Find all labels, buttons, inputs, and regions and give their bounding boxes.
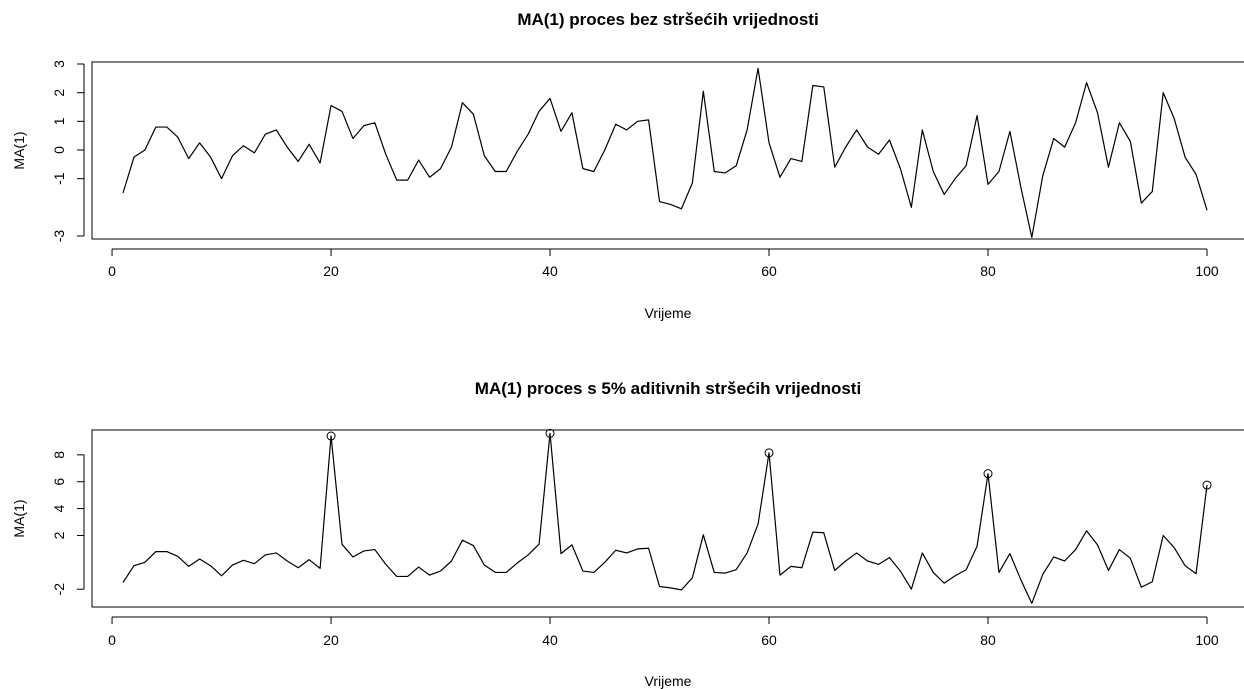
y-tick-label: -2 — [51, 583, 67, 596]
outlier-point — [545, 428, 555, 438]
y-tick-label: 0 — [51, 146, 67, 154]
series-line — [122, 432, 1208, 604]
x-tick-label: 40 — [542, 632, 558, 648]
y-axis-label: MA(1) — [11, 131, 27, 169]
x-tick-label: 40 — [542, 263, 558, 279]
x-tick-label: 80 — [980, 263, 996, 279]
y-tick-label: 6 — [51, 478, 67, 486]
x-tick-label: 100 — [1195, 263, 1219, 279]
x-tick-label: 20 — [323, 263, 339, 279]
y-axis-label: MA(1) — [11, 499, 27, 537]
x-tick-label: 0 — [108, 632, 116, 648]
x-tick-label: 100 — [1195, 632, 1219, 648]
chart-panel-2: MA(1) proces s 5% aditivnih stršećih vri… — [11, 379, 1244, 689]
x-axis-label: Vrijeme — [645, 673, 692, 689]
x-tick-label: 60 — [761, 632, 777, 648]
y-tick-label: 4 — [51, 504, 67, 512]
y-tick-label: -3 — [51, 230, 67, 243]
y-tick-label: 8 — [51, 451, 67, 459]
outlier-point — [1202, 480, 1212, 490]
y-tick-label: 2 — [51, 89, 67, 97]
x-tick-label: 80 — [980, 632, 996, 648]
outlier-point — [983, 469, 993, 479]
y-tick-label: 1 — [51, 117, 67, 125]
plot-frame — [91, 429, 1244, 608]
series-line — [122, 67, 1208, 239]
outlier-point — [764, 448, 774, 458]
chart-title: MA(1) proces s 5% aditivnih stršećih vri… — [475, 379, 861, 398]
plot-frame — [91, 61, 1244, 240]
x-tick-label: 20 — [323, 632, 339, 648]
y-tick-label: -1 — [51, 172, 67, 185]
y-tick-label: 2 — [51, 531, 67, 539]
y-tick-label: 3 — [51, 60, 67, 68]
x-axis-label: Vrijeme — [645, 305, 692, 321]
outlier-point — [326, 431, 336, 441]
x-tick-label: 0 — [108, 263, 116, 279]
chart-title: MA(1) proces bez stršećih vrijednosti — [517, 10, 818, 29]
x-tick-label: 60 — [761, 263, 777, 279]
